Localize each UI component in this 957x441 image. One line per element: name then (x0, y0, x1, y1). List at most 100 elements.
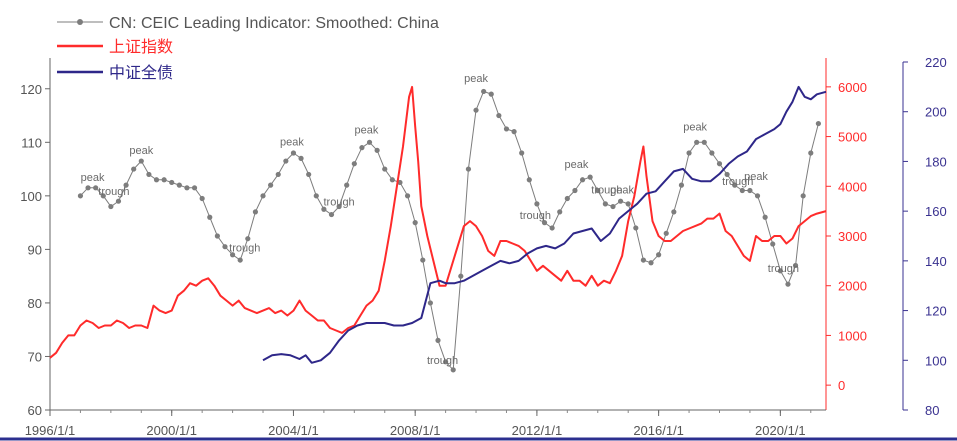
series-point (610, 203, 616, 210)
series-point (633, 225, 639, 231)
annotation-layer: peaktroughpeaktroughpeaktroughpeaktrough… (81, 73, 799, 367)
series-point (93, 185, 99, 191)
series-point (785, 281, 791, 287)
right2-y-tick-label: 120 (925, 304, 947, 319)
series-point (412, 220, 418, 226)
series-point (678, 182, 685, 188)
left-y-tick-label: 100 (20, 189, 42, 204)
right1-y-tick-label: 5000 (838, 130, 867, 145)
series-point (595, 187, 601, 194)
series-point (709, 150, 715, 156)
annotation-label: peak (464, 73, 488, 85)
series-point (427, 300, 433, 306)
series-point (374, 147, 380, 153)
series-point (671, 209, 677, 215)
series-point (351, 161, 357, 167)
annotation-label: peak (744, 171, 768, 183)
series-line-2 (49, 85, 827, 359)
legend-entry-3: 中证全债 (57, 64, 173, 82)
series-point (176, 182, 182, 188)
series-point (268, 182, 274, 188)
x-tick-label: 2020/1/1 (755, 423, 806, 438)
x-tick-label: 2000/1/1 (146, 423, 197, 438)
left-y-tick-label: 60 (28, 403, 42, 418)
x-tick-label: 2012/1/1 (512, 423, 563, 438)
series-point (754, 193, 761, 199)
series-point (237, 257, 243, 263)
annotation-label: trough (768, 263, 799, 275)
series-point (123, 182, 129, 188)
series-3 (262, 85, 827, 364)
right2-y-tick-label: 180 (925, 154, 947, 169)
right1-y-tick-label: 4000 (838, 179, 867, 194)
annotation-label: peak (610, 185, 634, 197)
left-y-tick-label: 120 (20, 82, 42, 97)
series-point (519, 150, 525, 156)
series-point (572, 187, 578, 194)
series-point (108, 203, 114, 210)
series-point (443, 359, 449, 365)
legend-label: 中证全债 (109, 64, 173, 82)
annotation-label: peak (565, 159, 589, 171)
series-point (420, 257, 426, 263)
left-y-tick-label: 70 (28, 349, 42, 364)
annotation-label: peak (683, 122, 707, 134)
series-point (808, 150, 814, 156)
annotation-label: trough (229, 243, 260, 255)
series-point (359, 145, 365, 151)
series-point (222, 244, 228, 250)
series-point (473, 107, 479, 113)
series-point (191, 185, 198, 191)
series-point (389, 177, 395, 183)
right2-y-tick-label: 100 (925, 353, 947, 368)
series-point (579, 177, 586, 183)
series-line-1 (80, 90, 819, 371)
series-point (313, 193, 319, 199)
left-y-tick-label: 80 (28, 296, 42, 311)
series-point (686, 150, 692, 156)
right2-y-tick-label: 200 (925, 105, 947, 120)
series-point (701, 139, 707, 145)
series-point (245, 236, 251, 242)
right2-y-tick-label: 140 (925, 254, 947, 269)
series-point (100, 193, 106, 199)
annotation-label: trough (722, 176, 753, 188)
series-point (732, 182, 738, 188)
annotation-label: peak (355, 125, 379, 137)
series-point (640, 257, 647, 263)
series-point (587, 174, 593, 180)
annotation-label: trough (323, 196, 354, 208)
axes-layer: 60 70 80 90 100 110 120 0 1000 2000 3000 4000 5000 60… (0, 55, 957, 441)
series-point (328, 211, 335, 218)
series-point (747, 187, 753, 194)
x-tick-label: 1996/1/1 (25, 423, 76, 438)
series-point (169, 179, 175, 186)
series-point (716, 161, 723, 167)
series-point (503, 126, 510, 132)
series-point (526, 177, 532, 183)
series-point (625, 201, 631, 207)
series-point (283, 158, 289, 164)
legend-label: CN: CEIC Leading Indicator: Smoothed: Ch… (109, 15, 439, 32)
series-point (663, 230, 669, 236)
series-point (77, 193, 84, 199)
series-point (115, 198, 122, 204)
series-point (199, 195, 205, 202)
series-point (435, 337, 441, 343)
series-point (214, 233, 220, 239)
series-2 (49, 85, 827, 359)
series-point (564, 195, 570, 202)
series-point (229, 252, 236, 258)
legend-entry-2: 上证指数 (57, 38, 173, 56)
series-point (694, 139, 700, 145)
series-point (207, 214, 213, 220)
series-point (153, 177, 160, 183)
annotation-label: trough (591, 185, 622, 197)
legend-label: 上证指数 (109, 38, 173, 56)
series-point (541, 220, 548, 226)
series-point (85, 185, 91, 191)
series-point (602, 201, 608, 207)
series-point (549, 225, 555, 231)
series-point (488, 91, 494, 97)
